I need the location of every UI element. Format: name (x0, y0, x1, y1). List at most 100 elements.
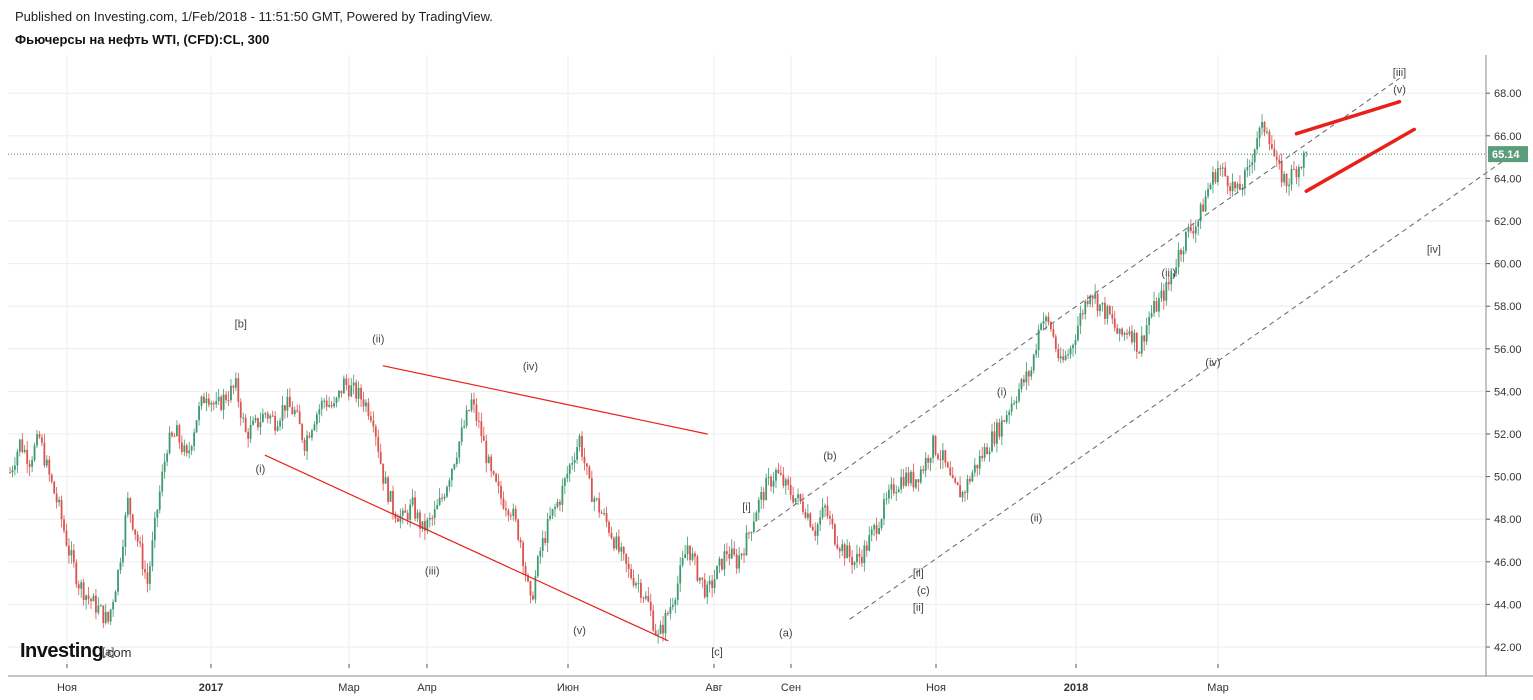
candle-body (848, 545, 851, 557)
candle-body (698, 577, 701, 581)
candle-body (797, 494, 799, 499)
candle-body (328, 404, 331, 407)
candles (9, 114, 1308, 644)
candle-body (419, 512, 421, 529)
candle-body (207, 398, 210, 405)
trend-line (1294, 99, 1402, 136)
candle-body (605, 513, 608, 523)
y-tick-label: 62.00 (1494, 216, 1522, 228)
candle-body (95, 595, 97, 613)
candle-body (303, 439, 306, 452)
candle-body (122, 546, 124, 563)
candle-body (1288, 184, 1290, 187)
candle-body (146, 572, 149, 584)
candle-body (438, 497, 441, 505)
candle-body (237, 378, 240, 403)
candle-body (851, 556, 853, 566)
candle-body (1283, 173, 1286, 183)
candle-body (608, 522, 610, 533)
candle-body (576, 447, 579, 460)
candle-body (1253, 149, 1256, 163)
candle-body (301, 424, 304, 440)
candle-body (978, 455, 981, 469)
candle-body (1158, 298, 1160, 312)
candle-body (627, 563, 630, 570)
wave-label: (ii) (372, 333, 384, 345)
candle-body (1239, 183, 1241, 190)
candle-body (421, 521, 424, 529)
candle-body (55, 493, 58, 503)
candle-body (649, 601, 652, 611)
candle-body (622, 547, 625, 554)
candle-body (97, 605, 100, 613)
candle-body (426, 519, 429, 531)
candle-body (1113, 318, 1116, 328)
candle-body (853, 562, 856, 566)
candle-body (478, 420, 480, 422)
candle-body (1054, 336, 1057, 350)
candle-body (1160, 290, 1163, 299)
candle-body (674, 599, 677, 605)
candle-body (266, 413, 269, 419)
candle-body (1194, 226, 1197, 234)
candle-body (696, 556, 699, 581)
candle-body (112, 602, 115, 610)
candle-body (897, 489, 900, 493)
candle-body (966, 479, 969, 493)
candle-body (217, 396, 220, 402)
candle-body (846, 545, 849, 559)
candle-body (497, 481, 500, 486)
logo-brand: Investing (20, 640, 104, 662)
candle-body (1020, 379, 1023, 390)
candle-body (470, 399, 473, 411)
candle-body (868, 535, 871, 551)
candle-body (124, 515, 127, 547)
candle-body (1062, 356, 1065, 360)
candle-body (180, 442, 183, 452)
candle-body (14, 465, 16, 470)
candle-body (1091, 295, 1094, 299)
investing-logo: Investing.com (20, 640, 131, 663)
candle-body (573, 459, 576, 464)
candle-body (230, 385, 232, 401)
candle-body (1140, 335, 1143, 354)
candle-body (1246, 167, 1249, 171)
candle-body (748, 532, 750, 534)
candle-body (276, 426, 279, 431)
last-price-badge (1488, 146, 1528, 163)
candle-body (1126, 333, 1128, 335)
candle-body (31, 460, 33, 467)
published-info: Published on Investing.com, 1/Feb/2018 -… (15, 9, 493, 24)
candle-body (527, 575, 529, 582)
candle-body (588, 466, 591, 479)
candle-body (998, 422, 1001, 437)
wave-label: (a) (779, 627, 792, 639)
candle-body (883, 499, 885, 520)
candle-body (490, 456, 493, 472)
y-tick-label: 58.00 (1494, 301, 1522, 313)
candle-body (1229, 186, 1232, 192)
candle-body (1278, 159, 1281, 163)
candle-body (728, 554, 731, 559)
candle-body (168, 432, 171, 454)
candle-body (833, 524, 836, 545)
candle-body (1128, 331, 1131, 335)
candle-body (505, 508, 507, 511)
candle-body (541, 538, 544, 551)
candle-body (522, 542, 524, 566)
y-tick-label: 68.00 (1494, 88, 1522, 100)
candle-body (18, 439, 21, 452)
candle-body (1226, 176, 1229, 187)
candle-body (225, 394, 227, 400)
candle-body (519, 539, 522, 543)
x-tick-label: Мар (1207, 682, 1229, 694)
logo-domain: .com (103, 645, 132, 660)
candle-body (551, 508, 554, 516)
candle-body (99, 605, 102, 607)
candle-body (171, 432, 173, 436)
candle-body (222, 394, 225, 410)
candle-body (745, 532, 748, 556)
candle-body (401, 510, 404, 516)
candle-body (65, 530, 68, 546)
